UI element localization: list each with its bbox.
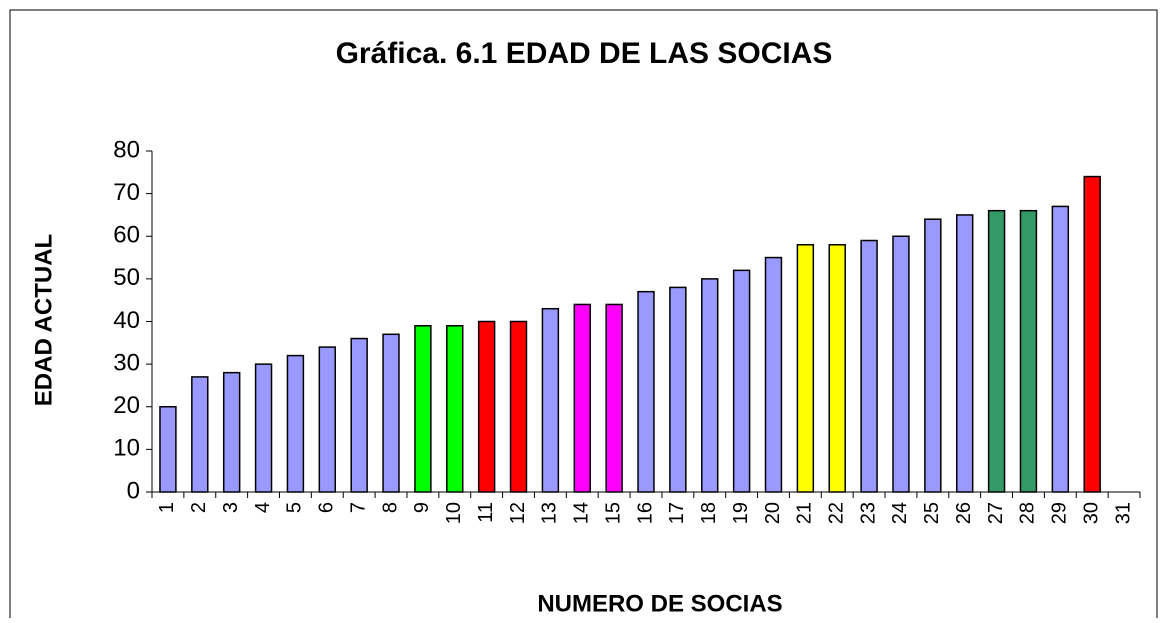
bar xyxy=(669,286,687,493)
x-tick-label: 9 xyxy=(411,502,433,513)
bar xyxy=(191,376,209,493)
x-tick-label: 24 xyxy=(889,502,911,524)
bar xyxy=(924,218,942,493)
bar xyxy=(1051,205,1070,493)
x-tick-label: 1 xyxy=(156,502,178,513)
x-tick-label: 29 xyxy=(1049,502,1071,524)
bar xyxy=(605,303,623,493)
x-tick-label: 30 xyxy=(1080,502,1102,524)
x-tick-label: 14 xyxy=(571,502,593,524)
bar xyxy=(477,320,496,493)
bar xyxy=(573,303,591,493)
bar xyxy=(764,256,783,493)
x-tick-label: 16 xyxy=(634,502,656,524)
bar xyxy=(222,371,241,493)
bar xyxy=(541,307,560,493)
x-tick-label: 17 xyxy=(666,502,688,524)
bar xyxy=(860,239,878,493)
y-tick-label: 80 xyxy=(113,136,140,163)
x-tick-label: 25 xyxy=(921,502,943,524)
x-tick-label: 13 xyxy=(539,502,561,524)
bar xyxy=(796,244,815,493)
x-tick-label: 19 xyxy=(730,502,752,524)
x-tick-label: 2 xyxy=(188,502,210,513)
x-tick-label: 15 xyxy=(602,502,624,524)
x-tick-label: 31 xyxy=(1112,502,1134,524)
bar xyxy=(1019,209,1038,493)
y-tick-label: 0 xyxy=(127,477,140,504)
x-tick-label: 26 xyxy=(953,502,975,524)
x-tick-label: 21 xyxy=(794,502,816,524)
bar xyxy=(414,325,432,493)
bar xyxy=(637,290,655,493)
x-tick-label: 28 xyxy=(1017,502,1039,524)
bar xyxy=(286,354,305,493)
x-tick-label: 20 xyxy=(762,502,784,524)
x-axis-title: NUMERO DE SOCIAS xyxy=(537,590,782,617)
x-tick-label: 8 xyxy=(379,502,401,513)
bar xyxy=(892,235,910,493)
bar xyxy=(382,333,400,493)
y-tick-label: 50 xyxy=(113,264,140,291)
bar xyxy=(701,278,719,493)
bar xyxy=(509,320,528,493)
x-tick-label: 3 xyxy=(220,502,242,513)
bar xyxy=(828,244,846,493)
x-tick-label: 22 xyxy=(826,502,848,524)
bar xyxy=(955,214,974,493)
x-tick-label: 12 xyxy=(507,502,529,524)
bar xyxy=(318,346,337,493)
bar xyxy=(987,209,1006,493)
bar xyxy=(350,337,368,493)
x-tick-label: 6 xyxy=(316,502,338,513)
y-tick-label: 60 xyxy=(113,222,140,249)
x-tick-label: 4 xyxy=(252,502,274,513)
x-tick-label: 18 xyxy=(698,502,720,524)
chart-title: Gráfica. 6.1 EDAD DE LAS SOCIAS xyxy=(336,37,833,70)
y-tick-label: 70 xyxy=(113,179,140,206)
y-tick-label: 20 xyxy=(113,392,140,419)
x-tick-label: 5 xyxy=(284,502,306,513)
bar xyxy=(1083,175,1101,493)
y-axis-title: EDAD ACTUAL xyxy=(30,234,57,406)
x-tick-label: 10 xyxy=(443,502,465,524)
y-tick-label: 40 xyxy=(113,307,140,334)
y-tick-label: 30 xyxy=(113,349,140,376)
y-tick-label: 10 xyxy=(113,435,140,462)
x-tick-label: 23 xyxy=(857,502,879,524)
bar xyxy=(732,269,751,493)
bar xyxy=(254,363,273,493)
bar xyxy=(446,325,464,493)
x-tick-label: 27 xyxy=(985,502,1007,524)
bar xyxy=(159,406,177,493)
x-tick-label: 11 xyxy=(475,502,497,523)
x-tick-label: 7 xyxy=(347,502,369,513)
